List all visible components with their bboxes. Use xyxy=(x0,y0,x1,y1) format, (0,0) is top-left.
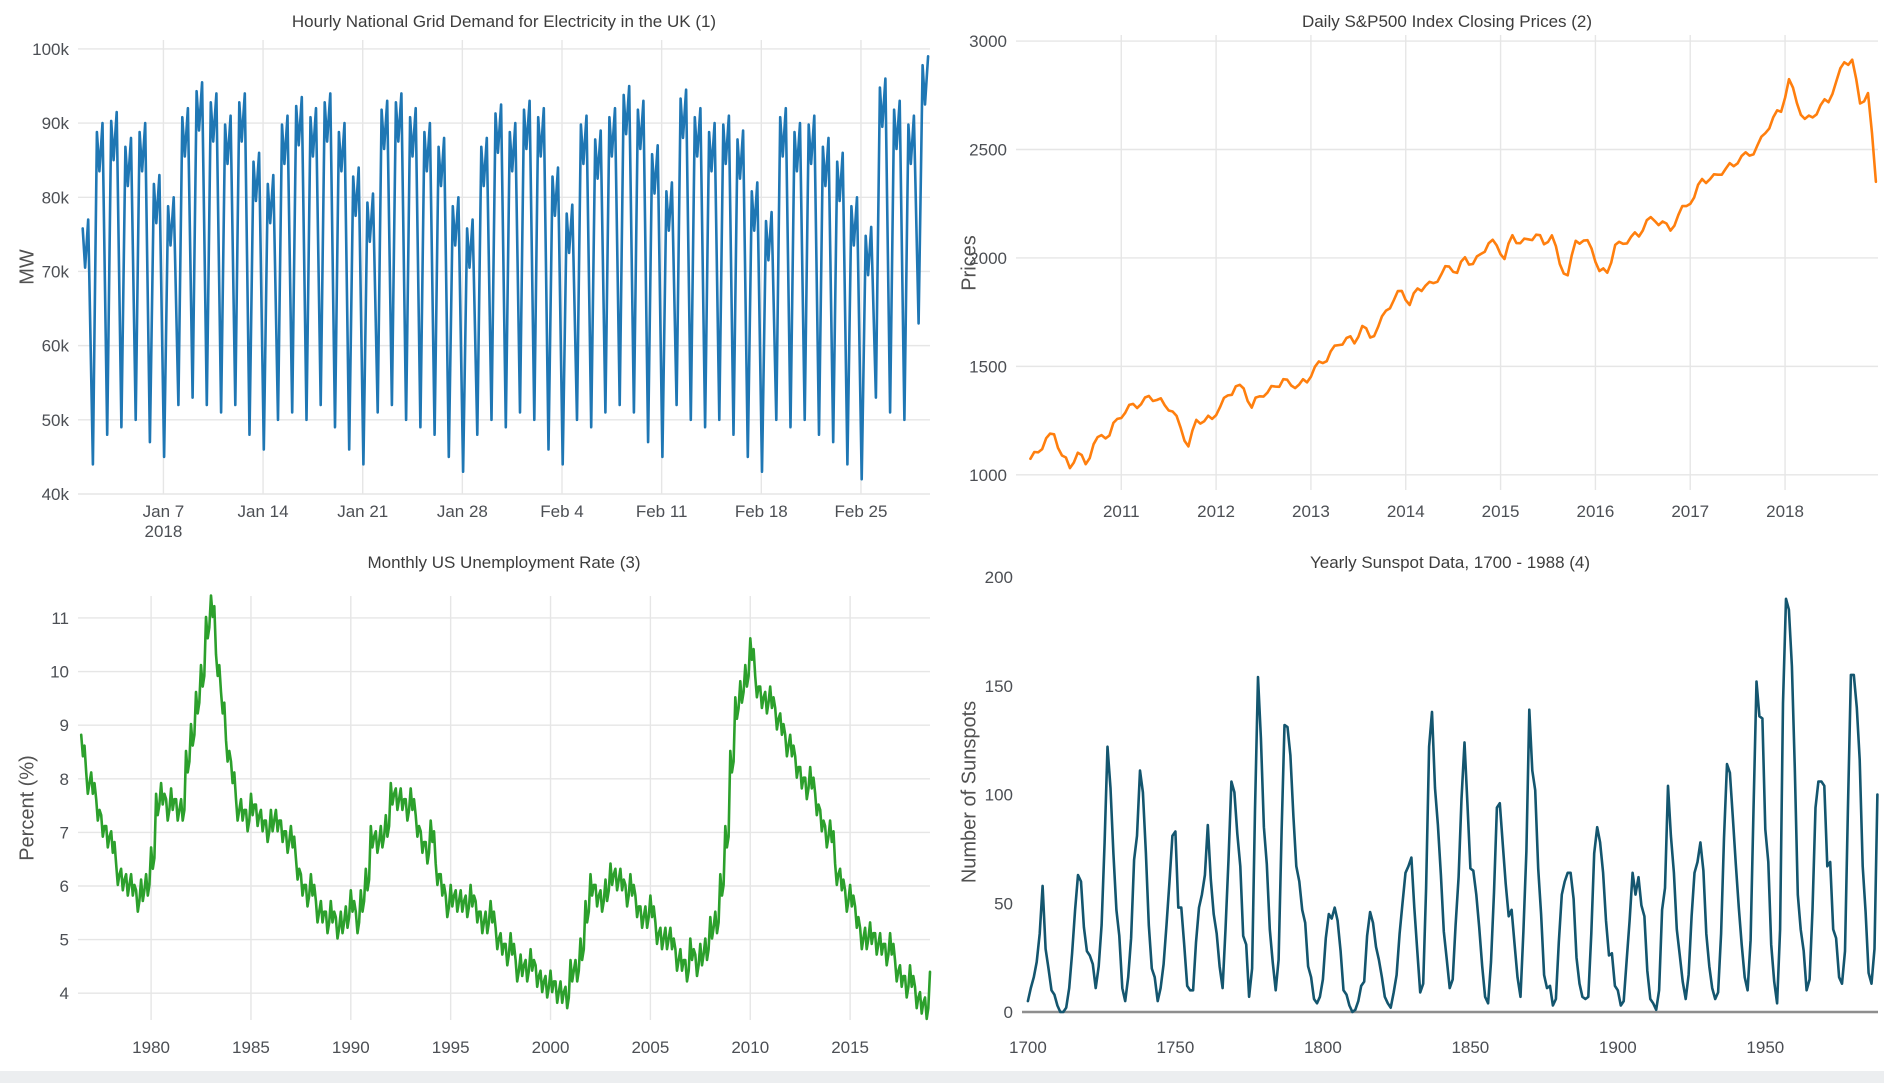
y-axis-title-sunspots: Number of Sunspots xyxy=(958,700,981,883)
x-tick-label: 2013 xyxy=(1292,502,1330,521)
x-tick-label: 2012 xyxy=(1197,502,1235,521)
series-line xyxy=(79,594,932,1021)
y-tick-label: 2000 xyxy=(969,249,1007,268)
x-tick-label: Feb 25 xyxy=(834,502,887,521)
bottom-strip xyxy=(0,1071,1884,1083)
y-tick-label: 5 xyxy=(60,931,69,950)
x-tick-label: 2016 xyxy=(1576,502,1614,521)
unemployment-plot-area[interactable]: 1980 1985 1990 1995 2000 2005 2010 2015 4 5 6 7 8 9 10… xyxy=(0,541,942,1083)
x-tick-label: 1800 xyxy=(1304,1038,1342,1057)
y-axis-title-mw: MW xyxy=(16,249,39,285)
y-tick-label: 100 xyxy=(985,786,1013,805)
x-tick-label: Jan 7 xyxy=(143,502,185,521)
y-tick-label: 7 xyxy=(60,823,69,842)
chart-panel-sp500[interactable]: 2011 2012 2013 2014 2015 2016 2017 2018 1000 1500… xyxy=(942,0,1884,541)
y-tick-label: 90k xyxy=(42,114,70,133)
series-line xyxy=(1029,58,1878,470)
y-tick-label: 150 xyxy=(985,677,1013,696)
x-tick-label: 2005 xyxy=(631,1038,669,1057)
x-tick-label: Jan 21 xyxy=(337,502,388,521)
x-tick-label: 2010 xyxy=(731,1038,769,1057)
chart-title-sp500: Daily S&P500 Index Closing Prices (2) xyxy=(1301,12,1593,31)
y-tick-label: 1000 xyxy=(969,466,1007,485)
y-tick-label: 3000 xyxy=(969,32,1007,51)
chart-panel-uk-electricity[interactable]: Jan 7 2018 Jan 14 Jan 21 Jan 28 Feb 4 Feb 11 Fe… xyxy=(0,0,942,541)
x-tick-label: 2011 xyxy=(1103,502,1140,521)
y-tick-label: 200 xyxy=(985,568,1013,587)
chart-title-sunspots: Yearly Sunspot Data, 1700 - 1988 (4) xyxy=(1309,553,1591,572)
y-tick-label: 8 xyxy=(60,770,69,789)
x-tick-label: Jan 28 xyxy=(437,502,488,521)
x-tick-label: 1985 xyxy=(232,1038,270,1057)
y-tick-label: 2500 xyxy=(969,141,1007,160)
chart-title-unemployment: Monthly US Unemployment Rate (3) xyxy=(367,553,641,572)
y-tick-label: 6 xyxy=(60,877,69,896)
y-tick-label: 80k xyxy=(42,188,70,207)
x-tick-label: 1990 xyxy=(332,1038,370,1057)
x-tick-label: 1700 xyxy=(1009,1038,1047,1057)
x-tick-label: 1995 xyxy=(432,1038,470,1057)
series-line xyxy=(81,55,930,481)
y-tick-label: 70k xyxy=(42,262,70,281)
y-tick-label: 0 xyxy=(1004,1003,1013,1022)
y-axis-title-percent: Percent (%) xyxy=(16,755,39,861)
x-tick-label: 1900 xyxy=(1599,1038,1637,1057)
y-tick-label: 100k xyxy=(32,40,69,59)
sp500-plot-area[interactable]: 2011 2012 2013 2014 2015 2016 2017 2018 1000 1500… xyxy=(942,0,1884,541)
y-tick-label: 40k xyxy=(42,485,70,504)
x-tick-label: 2015 xyxy=(1482,502,1520,521)
x-tick-label: 2000 xyxy=(532,1038,570,1057)
x-tick-label: 1980 xyxy=(132,1038,170,1057)
x-tick-label: 2018 xyxy=(1766,502,1804,521)
y-tick-label: 11 xyxy=(51,609,69,628)
y-tick-label: 50k xyxy=(42,411,70,430)
x-tick-label: 1850 xyxy=(1451,1038,1489,1057)
series-line xyxy=(1026,597,1879,1014)
x-tick-label: Feb 18 xyxy=(735,502,788,521)
y-tick-label: 50 xyxy=(994,894,1013,913)
chart-title-uk-electricity: Hourly National Grid Demand for Electric… xyxy=(291,12,717,31)
y-axis-title-prices: Prices xyxy=(958,234,981,291)
chart-panel-sunspots[interactable]: 1700 1750 1800 1850 1900 1950 0 50 100 150 200 Yea… xyxy=(942,541,1884,1083)
x-tick-label: 2017 xyxy=(1671,502,1709,521)
x-tick-sub-label: 2018 xyxy=(144,522,182,541)
chart-panel-unemployment[interactable]: 1980 1985 1990 1995 2000 2005 2010 2015 4 5 6 7 8 9 10… xyxy=(0,541,942,1083)
x-tick-label: 2015 xyxy=(831,1038,869,1057)
y-tick-label: 4 xyxy=(60,984,69,1003)
y-tick-label: 1500 xyxy=(969,357,1007,376)
x-tick-label: Feb 11 xyxy=(636,502,688,521)
y-tick-label: 10 xyxy=(50,663,69,682)
sunspots-plot-area[interactable]: 1700 1750 1800 1850 1900 1950 0 50 100 150 200 xyxy=(942,541,1884,1083)
x-tick-label: Jan 14 xyxy=(238,502,289,521)
y-tick-label: 60k xyxy=(42,337,70,356)
y-tick-label: 9 xyxy=(60,716,69,735)
x-tick-label: 2014 xyxy=(1387,502,1425,521)
x-tick-label: 1750 xyxy=(1156,1038,1194,1057)
x-tick-label: 1950 xyxy=(1746,1038,1784,1057)
x-tick-label: Feb 4 xyxy=(540,502,583,521)
